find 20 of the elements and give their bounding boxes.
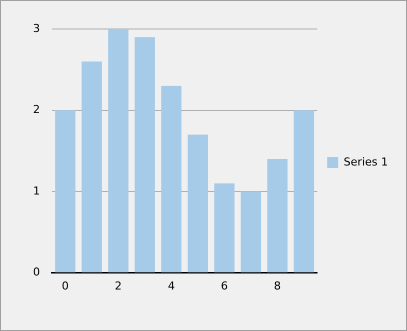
legend-label: Series 1 xyxy=(344,155,388,168)
y-tick-label: 1 xyxy=(33,184,40,198)
x-tick-label: 2 xyxy=(114,279,122,292)
y-tick-label: 2 xyxy=(33,103,40,116)
bar xyxy=(161,86,182,272)
y-tick-label: 3 xyxy=(33,22,40,35)
bar xyxy=(55,110,76,272)
bar xyxy=(108,29,128,272)
x-tick-label: 8 xyxy=(274,279,281,292)
y-tick-label: 0 xyxy=(33,266,40,279)
bar xyxy=(134,37,155,272)
bar xyxy=(214,183,235,272)
bar xyxy=(267,159,288,272)
x-tick-label: 6 xyxy=(220,279,228,292)
bar xyxy=(294,110,314,272)
x-tick-label: 4 xyxy=(168,279,175,292)
bar xyxy=(188,134,208,272)
x-tick-label: 0 xyxy=(62,279,69,292)
bar xyxy=(82,62,102,272)
bar xyxy=(240,192,262,272)
